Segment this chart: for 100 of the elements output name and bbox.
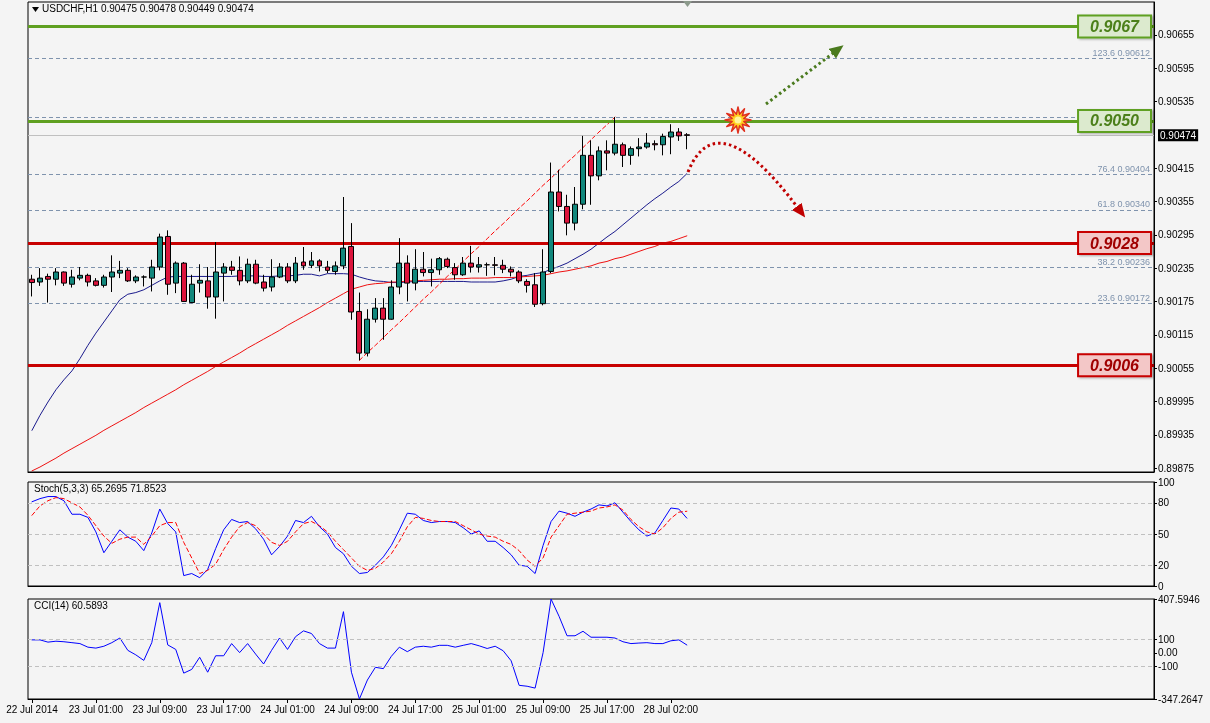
candlestick bbox=[141, 274, 147, 287]
ref-line-label: 61.8 0.90340 bbox=[1097, 199, 1150, 210]
candlestick bbox=[428, 258, 434, 287]
candlestick bbox=[668, 123, 674, 155]
y-tick-label: -100 bbox=[1158, 660, 1179, 672]
chart-title: Stoch(5,3,3) 65.2695 71.8523 bbox=[34, 482, 167, 494]
candlestick bbox=[61, 270, 67, 287]
candlestick bbox=[93, 277, 99, 287]
y-tick-label: 50 bbox=[1158, 528, 1170, 540]
x-tick-label: 28 Jul 02:00 bbox=[643, 703, 699, 715]
candlestick bbox=[452, 262, 458, 281]
line-series bbox=[31, 173, 688, 431]
candlestick bbox=[612, 116, 618, 156]
y-tick-label: 0.89935 bbox=[1158, 429, 1195, 441]
ref-line-label: 0.9067 bbox=[1090, 17, 1141, 35]
candlestick bbox=[476, 256, 482, 274]
candlestick bbox=[205, 266, 211, 310]
y-tick-label: 0.90235 bbox=[1158, 262, 1195, 274]
candlestick bbox=[173, 260, 179, 294]
y-tick-label: 0.90595 bbox=[1158, 62, 1195, 74]
x-tick-label: 25 Jul 17:00 bbox=[579, 703, 635, 715]
candlestick bbox=[197, 263, 203, 294]
candlestick bbox=[644, 132, 650, 150]
candlestick bbox=[412, 248, 418, 291]
y-tick-label: 20 bbox=[1158, 559, 1170, 571]
candlestick bbox=[285, 262, 291, 284]
candlestick bbox=[101, 274, 107, 289]
candlestick bbox=[85, 273, 91, 287]
line-series bbox=[31, 235, 688, 472]
candlestick bbox=[588, 139, 594, 206]
ref-line-label: 0.9050 bbox=[1090, 112, 1140, 130]
candlestick bbox=[628, 145, 634, 166]
chart-title: USDCHF,H1 0.90475 0.90478 0.90449 0.90474 bbox=[42, 2, 255, 14]
candlestick bbox=[420, 251, 426, 277]
x-tick-label: 23 Jul 17:00 bbox=[196, 703, 252, 715]
y-tick-label: 0.90415 bbox=[1158, 162, 1195, 174]
y-tick-label: 0.90295 bbox=[1158, 229, 1195, 241]
candlestick bbox=[117, 260, 123, 279]
candlestick bbox=[620, 142, 626, 168]
candlestick bbox=[572, 186, 578, 231]
candlestick bbox=[444, 257, 450, 269]
candlestick bbox=[325, 260, 330, 274]
ref-line-label: 23.6 0.90172 bbox=[1097, 292, 1150, 303]
candlestick bbox=[556, 169, 562, 212]
y-tick-label: 100 bbox=[1158, 634, 1176, 646]
candlestick bbox=[269, 258, 275, 292]
x-tick-label: 24 Jul 01:00 bbox=[260, 703, 316, 715]
chart-title: CCI(14) 60.5893 bbox=[34, 599, 109, 611]
candlestick bbox=[404, 254, 410, 302]
y-tick-label: 407.5946 bbox=[1158, 593, 1201, 605]
candlestick bbox=[53, 267, 59, 286]
x-tick-label: 23 Jul 09:00 bbox=[132, 703, 188, 715]
candlestick bbox=[277, 262, 283, 279]
candlestick bbox=[340, 196, 346, 270]
y-tick-label: 80 bbox=[1158, 497, 1170, 509]
candlestick bbox=[181, 261, 187, 303]
candlestick bbox=[348, 222, 354, 321]
candlestick bbox=[524, 278, 530, 294]
y-tick-label: 100 bbox=[1158, 476, 1176, 488]
ref-line-label: 0.90474 bbox=[1160, 129, 1197, 141]
candlestick bbox=[165, 229, 171, 296]
candlestick bbox=[468, 245, 474, 274]
candlestick bbox=[301, 246, 306, 271]
candlestick bbox=[580, 135, 586, 210]
candlestick bbox=[372, 297, 378, 324]
candlestick bbox=[684, 132, 690, 150]
candlestick bbox=[508, 265, 514, 277]
ref-line-label: 0.9006 bbox=[1090, 356, 1140, 374]
candlestick bbox=[540, 248, 546, 306]
candlestick bbox=[676, 127, 682, 142]
candlestick bbox=[604, 139, 610, 171]
candlestick bbox=[652, 139, 658, 151]
candlestick bbox=[660, 133, 666, 156]
x-tick-label: 25 Jul 01:00 bbox=[451, 703, 507, 715]
candlestick bbox=[436, 256, 442, 276]
candlestick bbox=[125, 267, 131, 283]
candlestick bbox=[564, 194, 570, 236]
candlestick bbox=[109, 254, 115, 293]
candlestick bbox=[229, 260, 235, 276]
candlestick bbox=[317, 258, 322, 272]
candlestick bbox=[380, 297, 386, 341]
y-tick-label: 0.90355 bbox=[1158, 195, 1195, 207]
y-tick-label: 0.90655 bbox=[1158, 29, 1195, 41]
x-tick-label: 25 Jul 09:00 bbox=[515, 703, 571, 715]
candlestick bbox=[45, 273, 51, 304]
y-tick-label: 0.89875 bbox=[1158, 462, 1195, 474]
candlestick bbox=[213, 241, 219, 320]
candlestick bbox=[253, 259, 259, 285]
candlestick bbox=[261, 274, 267, 292]
y-tick-label: 0.90535 bbox=[1158, 95, 1195, 107]
candlestick bbox=[77, 266, 83, 281]
candlestick bbox=[309, 251, 314, 269]
ref-line-label: 38.2 0.90236 bbox=[1097, 257, 1150, 268]
candlestick bbox=[157, 233, 163, 271]
candlestick bbox=[293, 256, 298, 284]
candlestick bbox=[460, 256, 466, 277]
y-tick-label: 0.89995 bbox=[1158, 395, 1195, 407]
y-tick-label: 0.90175 bbox=[1158, 295, 1195, 307]
candlestick bbox=[245, 258, 251, 284]
candlestick bbox=[548, 162, 554, 274]
